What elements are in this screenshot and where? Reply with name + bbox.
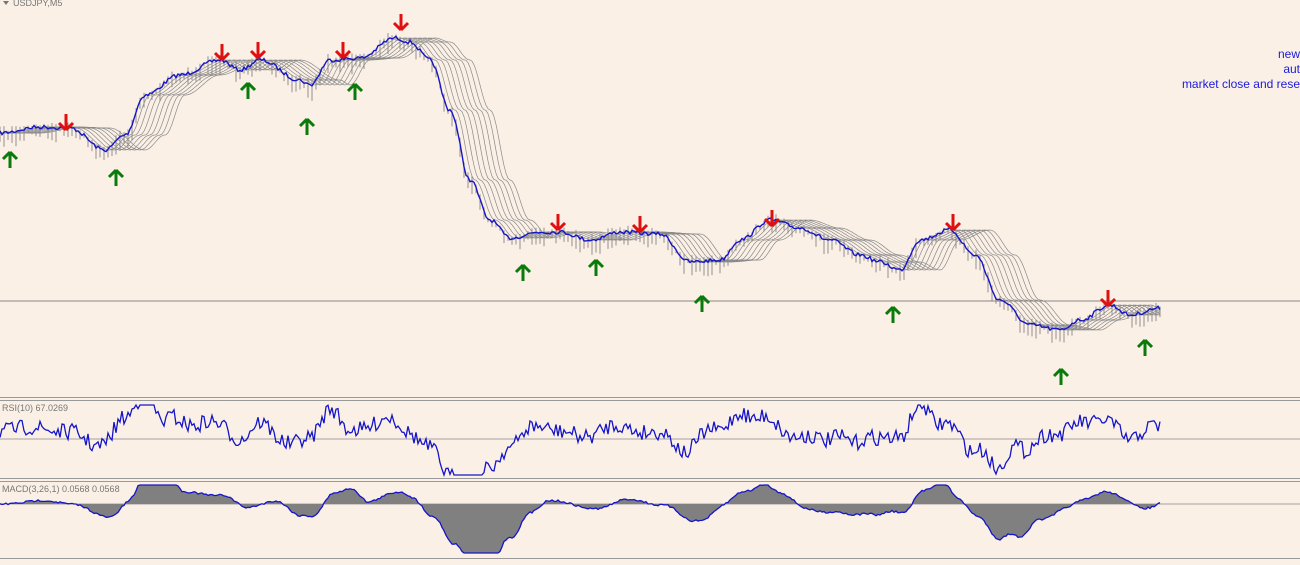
sell-arrow xyxy=(631,216,649,234)
sell-arrow xyxy=(944,214,962,232)
ma-ribbon xyxy=(0,37,1161,331)
macd-line xyxy=(0,484,1161,554)
rsi-label: RSI(10) 67.0269 xyxy=(2,403,68,413)
buy-arrow xyxy=(1,150,19,168)
sell-arrow xyxy=(392,14,410,32)
note-text: market close and rese xyxy=(1182,77,1300,91)
macd-label: MACD(3,26,1) 0.0568 0.0568 xyxy=(2,484,120,494)
series-layer xyxy=(0,14,1161,554)
buy-arrow xyxy=(346,82,364,100)
sell-arrow xyxy=(249,42,267,60)
buy-arrow xyxy=(884,305,902,323)
sell-arrow xyxy=(1099,290,1117,308)
note-text: aut xyxy=(1283,62,1300,76)
buy-arrow xyxy=(693,294,711,312)
buy-arrow xyxy=(587,258,605,276)
buy-arrow xyxy=(1052,367,1070,385)
note-text: new xyxy=(1278,47,1300,61)
price-line xyxy=(0,35,1161,332)
rsi-line xyxy=(0,403,1161,478)
buy-arrow xyxy=(298,117,316,135)
sell-arrow xyxy=(57,114,75,132)
sell-arrow xyxy=(213,44,231,62)
buy-arrow xyxy=(107,168,125,186)
collapse-icon[interactable] xyxy=(3,1,9,5)
sell-arrow xyxy=(763,210,781,228)
sell-arrow xyxy=(549,214,567,232)
symbol-label: USDJPY,M5 xyxy=(13,0,62,8)
buy-arrow xyxy=(1136,338,1154,356)
buy-arrow xyxy=(514,263,532,281)
buy-arrow xyxy=(239,81,257,99)
sell-arrow xyxy=(334,42,352,60)
